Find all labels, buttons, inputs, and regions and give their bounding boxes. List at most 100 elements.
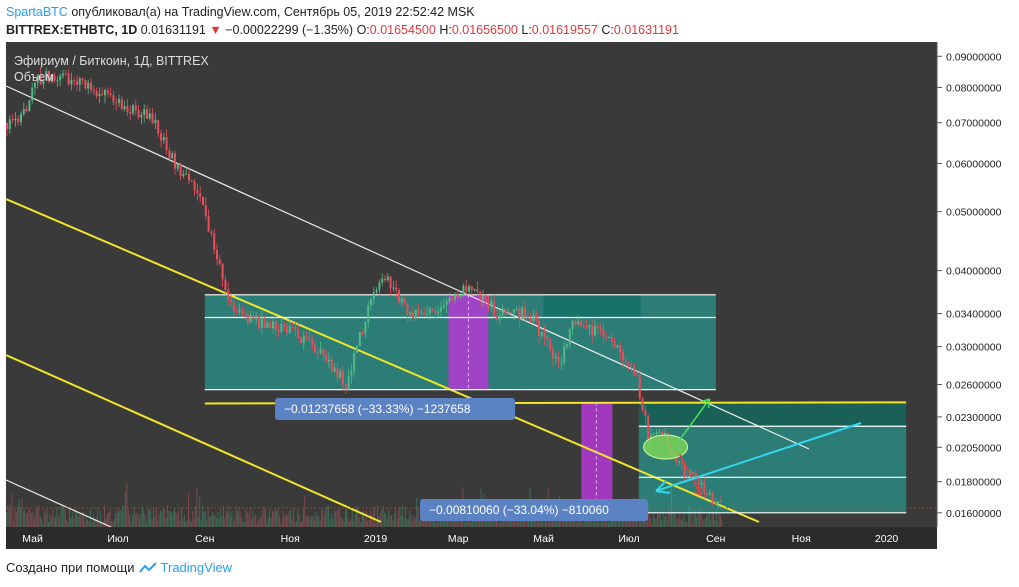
candle-body <box>440 307 442 312</box>
volume-bar <box>45 513 47 527</box>
candle-body <box>314 344 316 353</box>
candle-body <box>154 119 157 124</box>
volume-bar <box>168 511 170 527</box>
volume-bar <box>172 511 174 527</box>
candle-body <box>106 89 109 94</box>
volume-bar <box>43 509 45 527</box>
candle-body <box>126 106 129 112</box>
green-arrow-head <box>700 398 711 409</box>
price-chart[interactable]: 0.09000000 0.08000000 0.07000000 0.06000000… <box>6 42 1013 552</box>
volume-bar <box>92 515 94 527</box>
volume-bar <box>196 487 198 527</box>
candle-body <box>28 100 31 111</box>
candle-body <box>165 137 168 151</box>
candle-body <box>193 181 196 191</box>
volume-bar <box>560 515 562 527</box>
volume-bar <box>412 521 413 527</box>
footer-brand-link[interactable]: TradingView <box>160 560 233 575</box>
volume-bar <box>468 519 469 527</box>
volume-bar <box>463 522 465 527</box>
volume-bar <box>662 513 664 527</box>
candle-body <box>112 95 115 103</box>
volume-bar <box>312 515 314 527</box>
candle-body <box>17 118 20 123</box>
y-tick-label: 0.09000000 <box>946 51 1002 63</box>
candle-body <box>188 173 190 181</box>
candle-body <box>616 345 619 348</box>
candle-body <box>560 362 563 364</box>
volume-bar <box>531 517 532 527</box>
candle-body <box>342 371 344 385</box>
candle-body <box>582 326 585 328</box>
candle-body <box>717 500 720 505</box>
candle-body <box>6 122 8 129</box>
volume-bar <box>619 515 621 527</box>
candle-body <box>518 308 521 319</box>
volume-bar <box>416 498 418 527</box>
candle-body <box>608 337 610 339</box>
candle-body <box>395 287 398 291</box>
volume-bar <box>231 511 233 527</box>
volume-label: Объем <box>14 70 54 84</box>
volume-bar <box>465 515 467 527</box>
candle-body <box>367 305 370 322</box>
candle-body <box>384 278 386 281</box>
high-value: 0.01656500 <box>451 23 518 37</box>
volume-bar <box>385 514 387 527</box>
volume-bar <box>482 519 483 527</box>
volume-bar <box>115 512 117 527</box>
volume-bar <box>596 516 598 527</box>
candle-body <box>78 78 81 85</box>
y-tick-label: 0.07000000 <box>946 118 1002 130</box>
volume-bar <box>473 520 475 527</box>
x-tick-label: Май <box>22 533 43 545</box>
volume-bar <box>325 507 327 527</box>
volume-bar <box>253 516 255 527</box>
volume-bar <box>36 507 38 527</box>
candle-body <box>661 431 664 435</box>
candle-body <box>515 308 518 310</box>
volume-bar <box>636 519 637 527</box>
upper-callout: −0.01237658 (−33.33%) −1237658 <box>275 398 515 420</box>
candle-body <box>42 80 45 84</box>
volume-bar <box>302 508 304 527</box>
volume-bar <box>111 521 112 527</box>
volume-bar <box>161 511 163 527</box>
volume-bar <box>340 516 342 527</box>
volume-bar <box>132 515 133 527</box>
candle-body <box>442 305 445 308</box>
volume-bar <box>699 513 700 527</box>
volume-bar <box>276 511 278 527</box>
volume-bar <box>139 517 140 527</box>
volume-bar <box>337 508 339 527</box>
candle-body <box>638 375 641 399</box>
candle-body <box>316 352 319 354</box>
candle-body <box>378 282 381 290</box>
volume-bar <box>675 514 677 527</box>
volume-bar <box>81 512 83 527</box>
volume-bar <box>235 506 237 527</box>
candle-body <box>563 346 566 363</box>
candle-body <box>571 320 574 330</box>
volume-bar <box>34 517 35 527</box>
volume-bar <box>260 516 262 527</box>
volume-bar <box>122 506 124 527</box>
volume-bar <box>88 521 90 527</box>
candle-body <box>249 315 252 323</box>
candle-body <box>358 331 361 347</box>
candle-body <box>266 322 269 328</box>
volume-bar <box>21 499 23 527</box>
candle-body <box>655 432 658 434</box>
volume-bar <box>274 507 276 527</box>
candle-body <box>302 335 305 344</box>
volume-bar <box>11 493 13 527</box>
green-highlight-ellipse <box>643 434 689 460</box>
candle-body <box>549 339 552 350</box>
x-tick-label: Мар <box>448 533 469 545</box>
volume-bar <box>80 514 82 527</box>
candle-body <box>20 113 22 123</box>
candle-body <box>213 233 216 251</box>
volume-bar <box>676 518 678 527</box>
author-link[interactable]: SpartaBTC <box>6 5 68 19</box>
volume-bar <box>319 520 321 527</box>
